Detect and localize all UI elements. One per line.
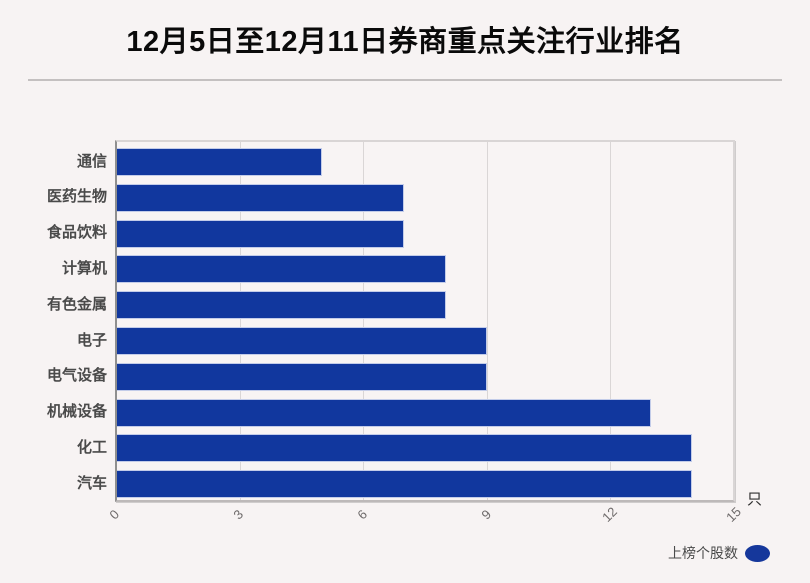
x-tick-label: 12: [599, 504, 620, 525]
bar-机械设备: [117, 398, 651, 427]
category-label: 机械设备: [46, 403, 107, 421]
bar-通信: [117, 148, 323, 176]
bar-医药生物: [117, 183, 405, 212]
x-tick-label: 6: [354, 506, 371, 523]
bar-食品饮料: [117, 219, 405, 248]
page-title: 12月5日至12月11日券商重点关注行业排名: [126, 26, 684, 58]
legend-circle-icon: [745, 544, 770, 562]
category-label: 电子: [76, 331, 107, 349]
axis-unit-label: 只: [747, 491, 763, 508]
x-tick-label: 0: [106, 506, 123, 523]
bar-电子: [117, 327, 487, 355]
gridline: [240, 142, 242, 500]
bar-化工: [117, 434, 692, 463]
x-axis-ticks: 0 3 6 9 12 15: [106, 504, 744, 545]
gridline: [363, 142, 365, 500]
bar-汽车: [117, 470, 692, 499]
category-label: 电气设备: [46, 367, 107, 385]
legend: 上榜个股数: [668, 543, 770, 563]
bar-计算机: [117, 255, 446, 284]
legend-label: 上榜个股数: [668, 545, 738, 561]
title-divider: [28, 79, 782, 81]
x-tick-label: 9: [478, 506, 495, 523]
x-tick-label: 3: [230, 506, 247, 523]
category-label: 计算机: [61, 259, 107, 277]
gridline: [486, 142, 488, 500]
x-tick-label: 15: [723, 504, 744, 525]
bar-有色金属: [117, 291, 446, 320]
category-label: 医药生物: [46, 188, 107, 206]
category-label: 食品饮料: [46, 224, 107, 242]
plot-area: [115, 140, 735, 502]
category-label: 通信: [76, 152, 107, 170]
category-label: 有色金属: [46, 295, 107, 313]
gridline: [609, 142, 611, 500]
category-label: 汽车: [76, 474, 107, 492]
y-axis-labels: 通信医药生物食品饮料计算机有色金属电子电气设备机械设备化工汽车: [0, 140, 107, 502]
category-label: 化工: [76, 438, 107, 456]
bar-电气设备: [117, 362, 487, 391]
